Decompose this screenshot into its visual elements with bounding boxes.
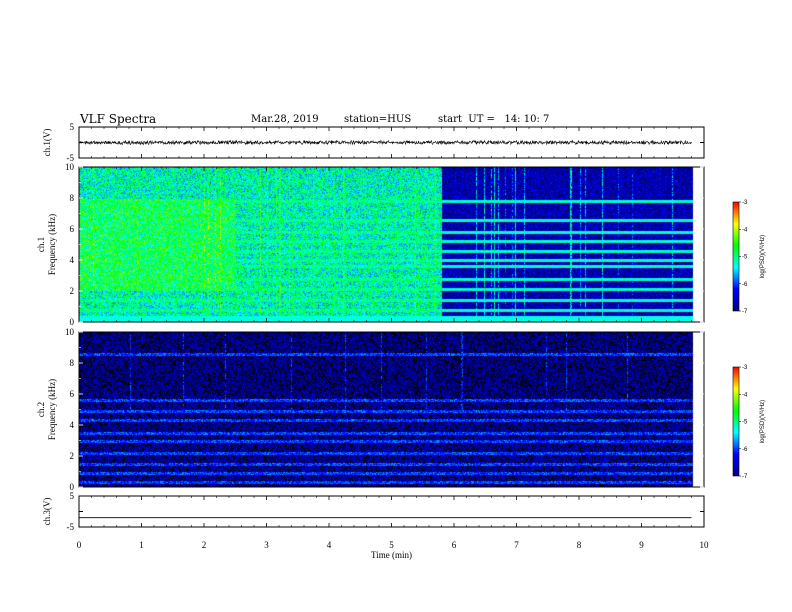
y-axis-label: ch.3(V) xyxy=(42,498,52,526)
y-tick-label: -5 xyxy=(67,153,75,163)
chart-title: VLF Spectra xyxy=(80,112,157,126)
x-tick-label: 5 xyxy=(389,540,394,550)
y-tick-label: 6 xyxy=(70,389,75,399)
y-tick-label: 5 xyxy=(70,122,75,132)
date-label: Mar.28, 2019 xyxy=(251,114,319,125)
y-tick-label: 8 xyxy=(70,358,75,368)
ch1-waveform-trace xyxy=(78,139,692,146)
y-tick-label: 2 xyxy=(70,286,75,296)
x-tick-label: 2 xyxy=(202,540,207,550)
y-tick-label: 5 xyxy=(70,491,75,501)
x-axis-label: Time (min) xyxy=(371,550,412,560)
x-tick-label: 4 xyxy=(327,540,332,550)
y-tick-label: 0 xyxy=(70,482,75,492)
y-tick-label: 2 xyxy=(70,451,75,461)
x-tick-label: 3 xyxy=(264,540,269,550)
y-tick-label: 8 xyxy=(70,193,75,203)
colorbar-tick-label: -6 xyxy=(742,447,748,453)
x-tick-label: 1 xyxy=(139,540,144,550)
colorbar-tick-label: -7 xyxy=(742,309,748,315)
y-axis-label-frequency: Frequency (kHz) xyxy=(47,214,57,275)
ch1-spectrogram-image xyxy=(79,167,704,322)
y-tick-label: -5 xyxy=(67,522,75,532)
colorbar xyxy=(732,366,740,477)
start-time-label: start UT = 14: 10: 7 xyxy=(438,114,550,125)
colorbar-tick-label: -3 xyxy=(742,365,748,371)
x-tick-label: 0 xyxy=(77,540,82,550)
ch3-waveform-frame xyxy=(78,495,705,528)
x-tick-label: 8 xyxy=(577,540,582,550)
y-tick-label: 10 xyxy=(65,162,75,172)
y-tick-label: 6 xyxy=(70,224,75,234)
colorbar-tick-label: -6 xyxy=(742,282,748,288)
colorbar-tick-label: -4 xyxy=(742,392,748,398)
y-axis-label: ch.1(V) xyxy=(42,129,52,157)
y-tick-label: 4 xyxy=(70,255,75,265)
colorbar-label: log(PSD)(V²/Hz) xyxy=(760,400,766,443)
y-axis-label-frequency: Frequency (kHz) xyxy=(47,379,57,440)
y-axis-label-channel: ch.1 xyxy=(36,237,46,252)
x-tick-label: 7 xyxy=(514,540,519,550)
y-axis-label-channel: ch.2 xyxy=(36,402,46,417)
x-tick-label: 6 xyxy=(452,540,457,550)
colorbar-tick-label: -4 xyxy=(742,227,748,233)
y-tick-label: 4 xyxy=(70,420,75,430)
colorbar-tick-label: -7 xyxy=(742,474,748,480)
station-label: station=HUS xyxy=(344,114,412,125)
colorbar-tick-label: -3 xyxy=(742,200,748,206)
ch2-spectrogram-image xyxy=(79,332,704,487)
colorbar xyxy=(732,201,740,312)
x-tick-label: 9 xyxy=(639,540,644,550)
x-tick-label: 10 xyxy=(700,540,710,550)
y-tick-label: 0 xyxy=(70,317,75,327)
colorbar-tick-label: -5 xyxy=(742,420,748,426)
colorbar-label: log(PSD)(V²/Hz) xyxy=(760,235,766,278)
y-tick-label: 10 xyxy=(65,327,75,337)
colorbar-tick-label: -5 xyxy=(742,255,748,261)
